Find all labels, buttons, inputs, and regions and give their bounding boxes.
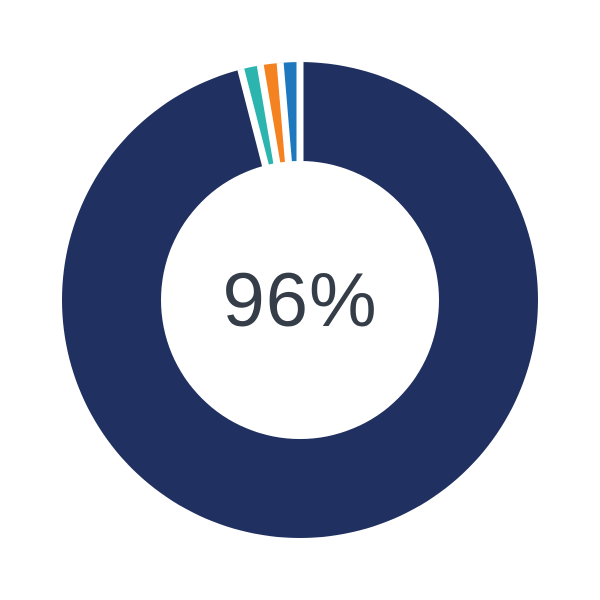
donut-hole (161, 161, 439, 439)
